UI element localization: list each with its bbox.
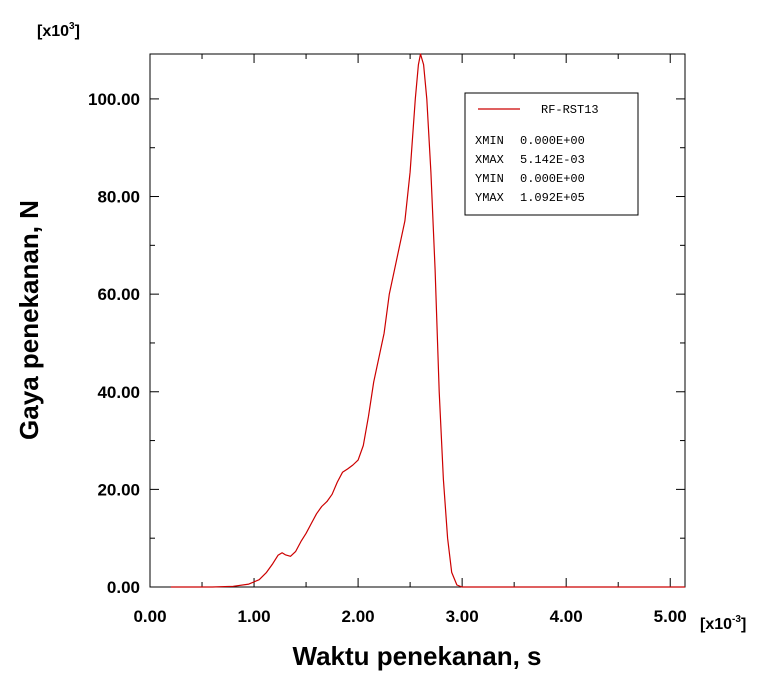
x-tick-label: 3.00 — [446, 607, 479, 626]
legend-xmin-key: XMIN — [475, 134, 504, 148]
legend-xmax-value: 5.142E-03 — [520, 153, 585, 167]
x-tick-label: 4.00 — [550, 607, 583, 626]
legend-xmin-value: 0.000E+00 — [520, 134, 585, 148]
y-tick-label: 20.00 — [97, 480, 140, 499]
legend-ymin-key: YMIN — [475, 172, 504, 186]
y-tick-label: 60.00 — [97, 285, 140, 304]
y-tick-label: 80.00 — [97, 188, 140, 207]
y-axis-ticks: 0.00 20.00 40.00 60.00 80.00 100.00 — [88, 90, 685, 597]
legend-series-name: RF-RST13 — [541, 103, 599, 117]
x-tick-label: 1.00 — [237, 607, 270, 626]
x-tick-label: 5.00 — [654, 607, 687, 626]
legend-xmax-key: XMAX — [475, 153, 504, 167]
y-tick-label: 0.00 — [107, 578, 140, 597]
x-multiplier-label: [x10-3] — [700, 614, 746, 633]
legend-frame — [464, 92, 639, 216]
x-axis-ticks: 0.00 1.00 2.00 3.00 4.00 5.00 — [133, 54, 687, 626]
legend-ymax-key: YMAX — [475, 191, 504, 205]
plot-frame — [149, 53, 686, 588]
legend-ymax-value: 1.092E+05 — [520, 191, 585, 205]
x-axis-title: Waktu penekanan, s — [293, 641, 542, 671]
y-tick-label: 40.00 — [97, 383, 140, 402]
x-tick-label: 2.00 — [342, 607, 375, 626]
y-axis-title: Gaya penekanan, N — [14, 200, 44, 440]
legend-ymin-value: 0.000E+00 — [520, 172, 585, 186]
y-multiplier-label: [x103] — [37, 21, 80, 40]
series-line — [170, 53, 685, 588]
x-tick-label: 0.00 — [133, 607, 166, 626]
y-tick-label: 100.00 — [88, 90, 140, 109]
legend: RF-RST13 XMIN 0.000E+00 XMAX 5.142E-03 Y… — [464, 92, 639, 216]
series-layer — [170, 53, 685, 588]
